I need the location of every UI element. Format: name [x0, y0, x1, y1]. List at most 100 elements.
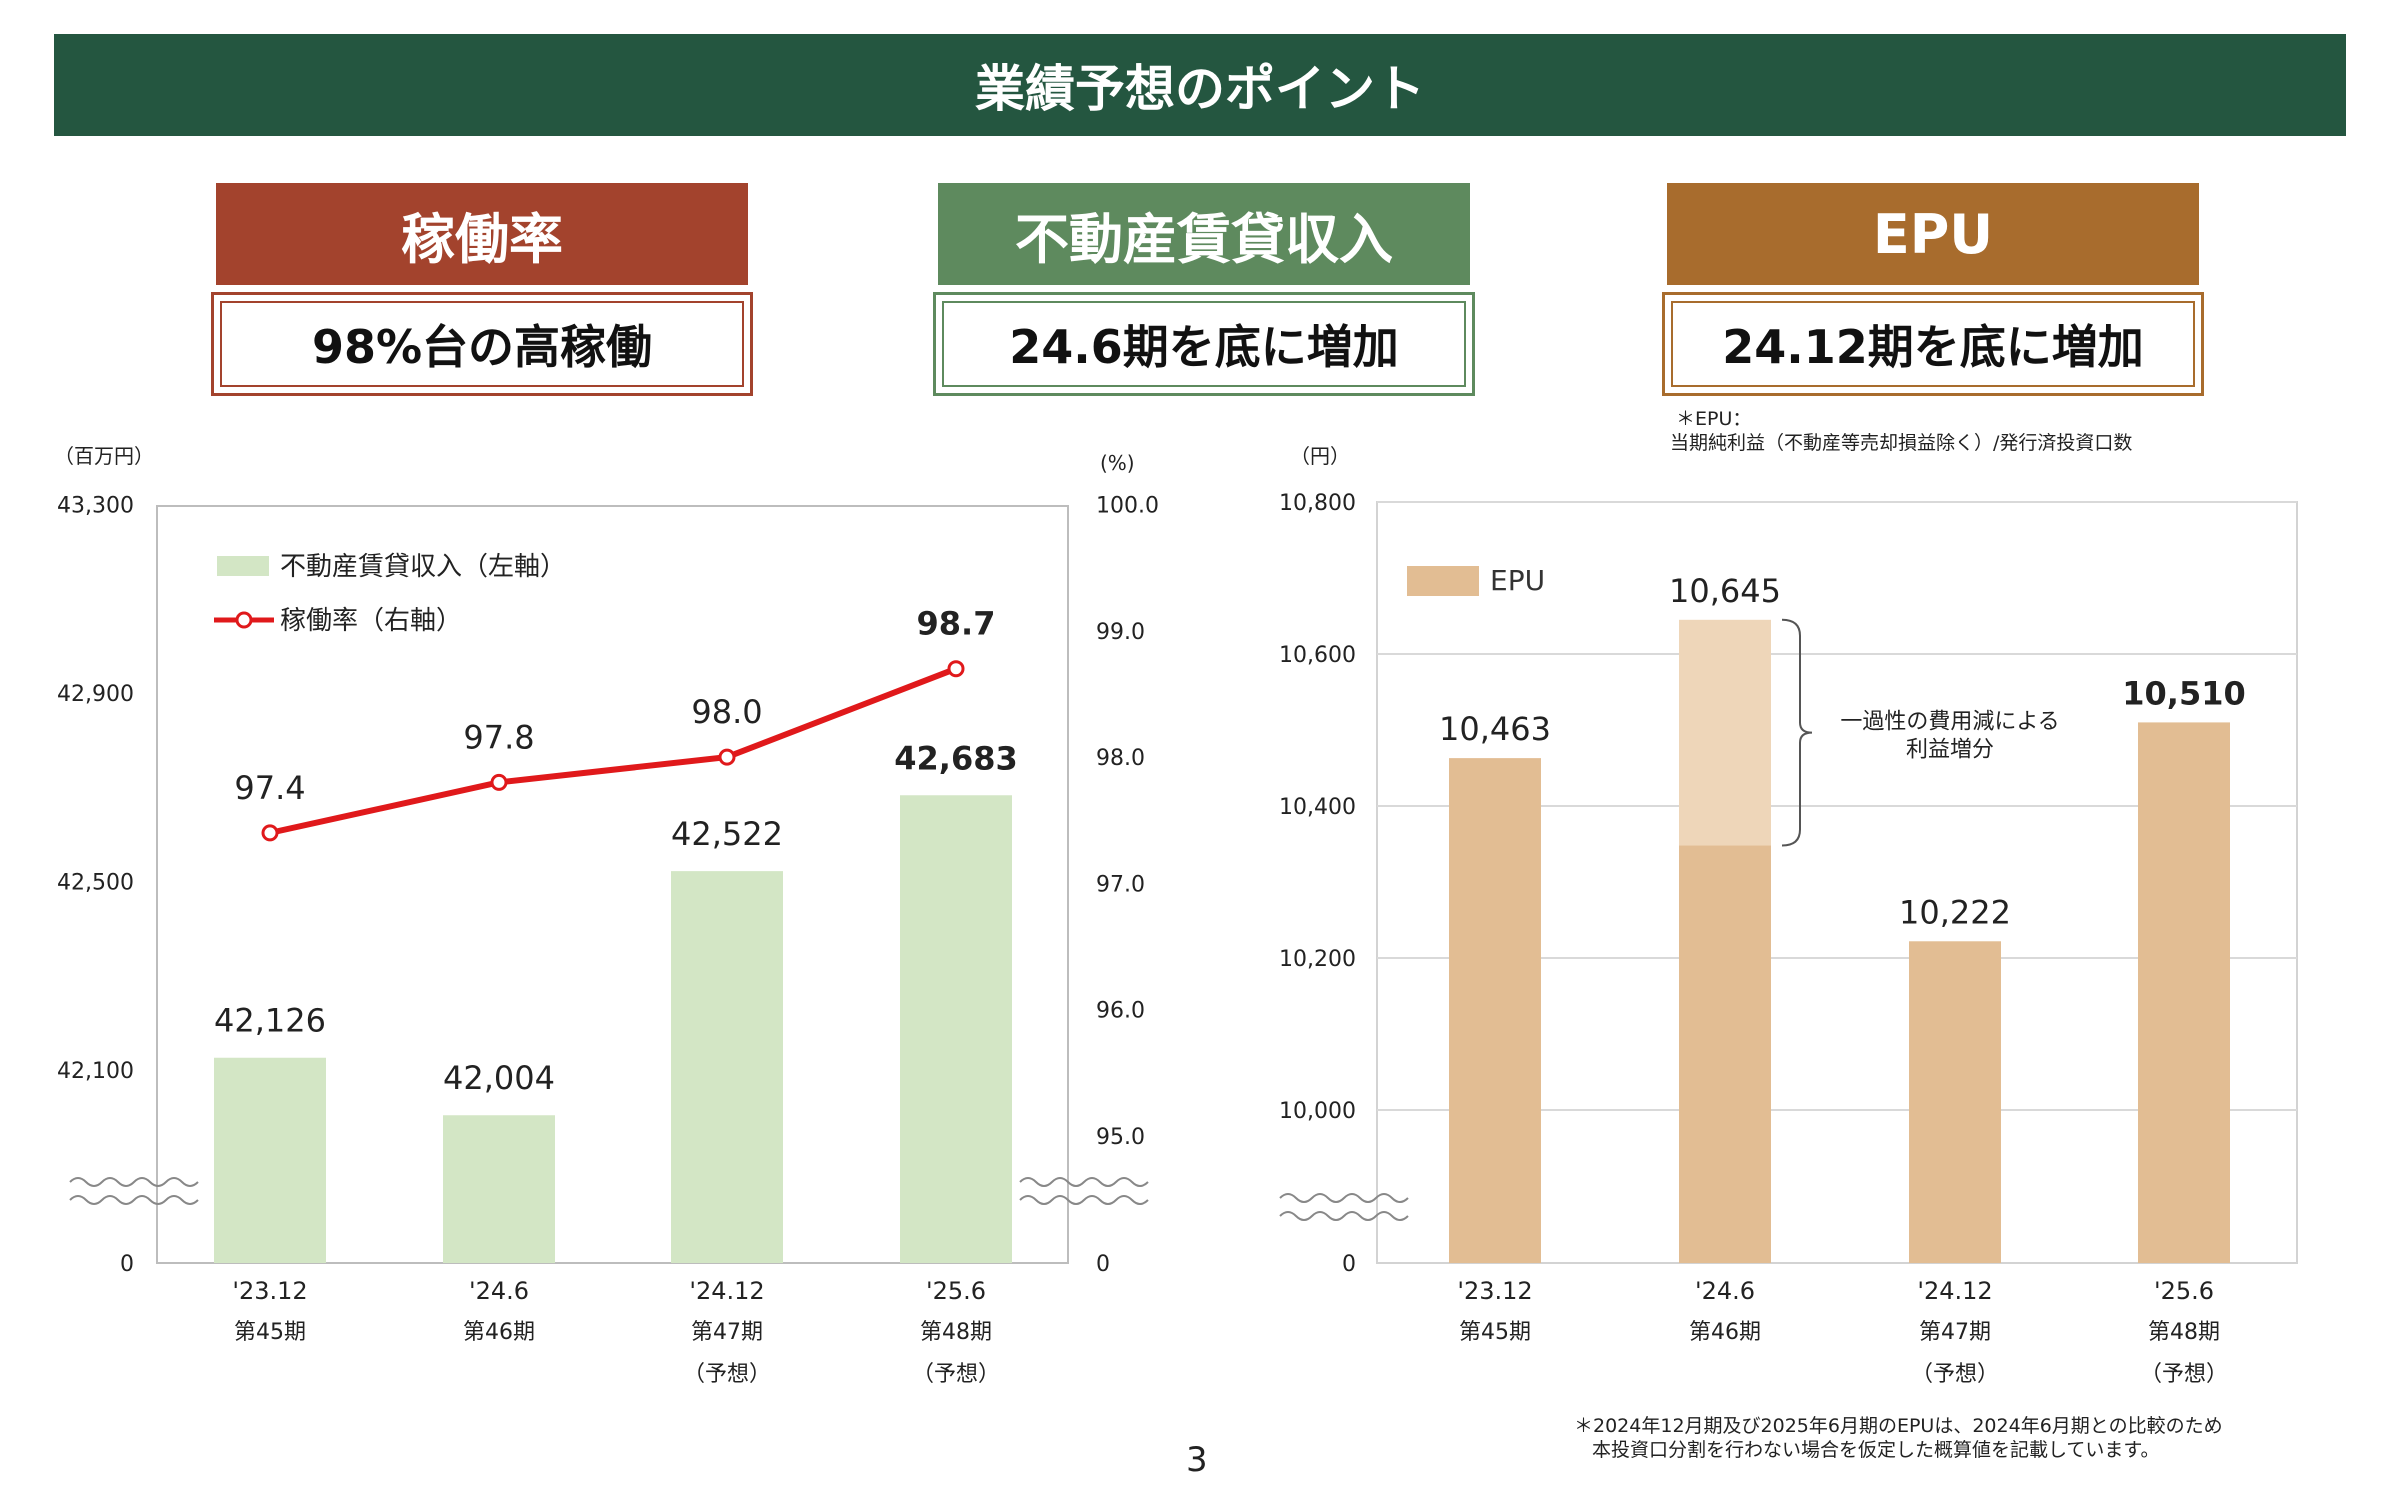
x-category-label: '23.12 [1457, 1277, 1532, 1305]
kpi-epu-inner-border [1671, 301, 2195, 387]
y-tick-label: 10,400 [1279, 795, 1356, 820]
right-axis-unit: (%) [1100, 451, 1135, 475]
bar-value-label: 42,126 [214, 1002, 326, 1040]
x-category-label: '25.6 [926, 1277, 986, 1305]
occupancy-value-label: 97.8 [463, 718, 534, 756]
bar-epu [2138, 722, 2230, 1263]
right-chart-layer: （円） 10,800 10,600 10,400 10,200 10,000 0 10,463… [1279, 444, 2298, 1387]
occupancy-point [261, 824, 279, 842]
x-category-label: '23.12 [232, 1277, 307, 1305]
epu-chart: （円） 10,800 10,600 10,400 10,200 10,000 0 10,463… [1279, 444, 2298, 1387]
bar-value-label: 10,222 [1899, 893, 2011, 931]
y-tick-label: 0 [1342, 1252, 1356, 1277]
x-category-sublabel: 第47期 [1919, 1320, 1991, 1345]
annotation-text: 一過性の費用減による [1840, 710, 2059, 735]
footnote-line: ＊2024年12月期及び2025年6月期のEPUは、2024年6月期との比較のた… [1574, 1415, 2223, 1437]
footnote-line: 本投資口分割を行わない場合を仮定した概算値を記載しています。 [1592, 1439, 2160, 1461]
right-tick-label: 96.0 [1096, 999, 1145, 1024]
right-tick-label: 0 [1096, 1252, 1110, 1277]
bar-epu-increment [1679, 619, 1771, 846]
kpi-occupancy-title: 稼働率 [216, 183, 748, 285]
legend-label-rental: 不動産賃貸収入（左軸） [280, 552, 566, 582]
epu-definition-line: 当期純利益（不動産等売却損益除く）/発行済投資口数 [1670, 432, 2133, 454]
axis-break-right [1019, 1177, 1149, 1187]
x-category-sublabel: 第48期 [920, 1320, 992, 1345]
right-tick-label: 98.0 [1096, 746, 1145, 771]
x-category-sublabel: 第46期 [1689, 1320, 1761, 1345]
epu-definition: ＊EPU： 当期純利益（不動産等売却損益除く）/発行済投資口数 [1670, 407, 2132, 455]
kpi-epu-title: EPU [1667, 183, 2199, 285]
bar-epu [1909, 941, 2001, 1263]
occupancy-point [718, 748, 736, 766]
occupancy-value-label: 97.4 [234, 769, 305, 807]
kpi-rental-title: 不動産賃貸収入 [938, 183, 1470, 285]
bar-value-label: 42,522 [671, 815, 783, 853]
kpi-occupancy-value: 98%台の高稼働 [311, 320, 653, 374]
x-category-sublabel: 第45期 [1459, 1320, 1531, 1345]
bar-epu [1449, 758, 1541, 1263]
bar-rental [900, 795, 1012, 1263]
x-category-sublabel: 第45期 [234, 1320, 306, 1345]
page-banner-title: 業績予想のポイント [54, 34, 2346, 136]
occupancy-point [490, 773, 508, 791]
axis-break [1279, 1211, 1409, 1221]
axis-break-left [69, 1195, 199, 1205]
bar-value-label: 42,683 [894, 739, 1017, 777]
axis-break-left [69, 1177, 199, 1187]
occupancy-point [947, 660, 965, 678]
x-category-label: '24.12 [689, 1277, 764, 1305]
bar-rental [214, 1057, 326, 1263]
x-category-sublabel: 第46期 [463, 1320, 535, 1345]
x-category-sublabel: （予想） [683, 1362, 771, 1387]
x-category-sublabel: （予想） [2140, 1362, 2228, 1387]
right-tick-label: 97.0 [1096, 872, 1145, 897]
x-category-sublabel: （予想） [912, 1362, 1000, 1387]
occupancy-value-label: 98.7 [917, 605, 996, 643]
left-axis-unit: （百万円） [54, 444, 154, 468]
bar-rental [671, 871, 783, 1263]
axis-break [1279, 1193, 1409, 1203]
kpi-rental-box: 24.6期を底に増加 [933, 292, 1475, 396]
y-tick-label: 10,200 [1279, 947, 1356, 972]
left-tick-label: 42,500 [57, 871, 134, 896]
bar-value-label: 10,645 [1669, 572, 1781, 610]
occupancy-line [269, 665, 958, 836]
legend-label-epu: EPU [1490, 564, 1545, 597]
axis-break-right [1019, 1195, 1149, 1205]
y-tick-label: 10,800 [1279, 491, 1356, 516]
annotation-text: 利益増分 [1906, 738, 1994, 763]
legend-label-occupancy: 稼働率（右軸） [280, 606, 462, 636]
bar-value-label: 10,463 [1439, 710, 1551, 748]
x-category-label: '24.6 [1695, 1277, 1755, 1305]
x-category-sublabel: 第47期 [691, 1320, 763, 1345]
epu-definition-line: ＊EPU： [1676, 408, 1752, 430]
bar-value-label: 10,510 [2122, 674, 2245, 712]
kpi-rental-value: 24.6期を底に増加 [1009, 320, 1399, 374]
left-tick-label: 42,100 [57, 1059, 134, 1084]
right-tick-label: 99.0 [1096, 620, 1145, 645]
axis-unit: （円） [1290, 444, 1350, 468]
left-tick-label: 42,900 [57, 682, 134, 707]
bar-value-label: 42,004 [443, 1059, 555, 1097]
footnote: ＊2024年12月期及び2025年6月期のEPUは、2024年6月期との比較のた… [1574, 1414, 2223, 1462]
kpi-occupancy-box: 98%台の高稼働 [211, 292, 753, 396]
page-number: 3 [1186, 1440, 1208, 1480]
kpi-epu-value: 24.12期を底に増加 [1722, 320, 2144, 374]
legend-swatch-rental [217, 556, 269, 576]
legend-swatch-epu [1407, 566, 1479, 596]
kpi-occupancy-inner-border [220, 301, 744, 387]
right-tick-label: 95.0 [1096, 1125, 1145, 1150]
legend-marker-occupancy [235, 611, 253, 629]
bar-rental [443, 1115, 555, 1263]
kpi-epu-box: 24.12期を底に増加 [1662, 292, 2204, 396]
y-tick-label: 10,000 [1279, 1099, 1356, 1124]
plot-frame [156, 505, 1069, 1264]
right-tick-label: 100.0 [1096, 494, 1159, 519]
bar-epu-base [1679, 845, 1771, 1263]
occupancy-value-label: 98.0 [691, 693, 762, 731]
x-category-sublabel: （予想） [1911, 1362, 1999, 1387]
brace-annotation [1781, 618, 1813, 847]
x-category-sublabel: 第48期 [2148, 1320, 2220, 1345]
left-tick-label: 43,300 [57, 494, 134, 519]
x-category-label: '25.6 [2154, 1277, 2214, 1305]
